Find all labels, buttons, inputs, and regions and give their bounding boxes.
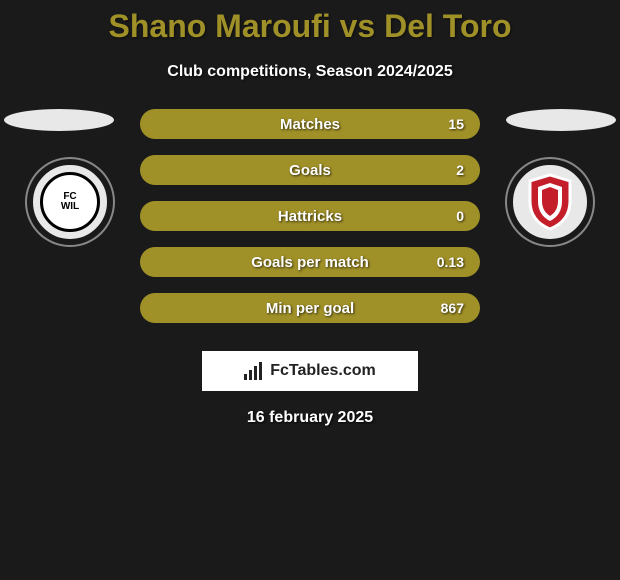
stat-label: Min per goal: [156, 300, 464, 317]
stat-row-goals: Goals 2: [140, 155, 480, 185]
stat-value: 0.13: [437, 254, 464, 270]
team-badge-right-circle: [507, 159, 593, 245]
comparison-content: FCWIL Matches 15 Goals 2 Hattricks 0: [0, 109, 620, 339]
bar-chart-icon: [244, 362, 266, 380]
page-title: Shano Maroufi vs Del Toro: [0, 0, 620, 45]
stat-row-min-per-goal: Min per goal 867: [140, 293, 480, 323]
team-badge-left-circle: FCWIL: [27, 159, 113, 245]
brand-text: FcTables.com: [270, 362, 376, 380]
stat-row-hattricks: Hattricks 0: [140, 201, 480, 231]
player-right-ellipse: [506, 109, 616, 131]
stat-label: Goals per match: [156, 254, 464, 271]
stat-label: Matches: [156, 116, 464, 133]
date-label: 16 february 2025: [0, 409, 620, 427]
stat-value: 2: [456, 162, 464, 178]
stat-label: Goals: [156, 162, 464, 179]
stat-value: 15: [448, 116, 464, 132]
team-badge-left: FCWIL: [20, 159, 120, 245]
stats-container: Matches 15 Goals 2 Hattricks 0 Goals per…: [140, 109, 480, 339]
shield-icon: [525, 173, 575, 231]
stat-label: Hattricks: [156, 208, 464, 225]
brand-box[interactable]: FcTables.com: [202, 351, 418, 391]
player-left-ellipse: [4, 109, 114, 131]
stat-row-goals-per-match: Goals per match 0.13: [140, 247, 480, 277]
stat-value: 0: [456, 208, 464, 224]
team-badge-right: [500, 159, 600, 245]
fcwil-logo: FCWIL: [40, 172, 100, 232]
subtitle: Club competitions, Season 2024/2025: [0, 63, 620, 81]
stat-value: 867: [441, 300, 464, 316]
stat-row-matches: Matches 15: [140, 109, 480, 139]
